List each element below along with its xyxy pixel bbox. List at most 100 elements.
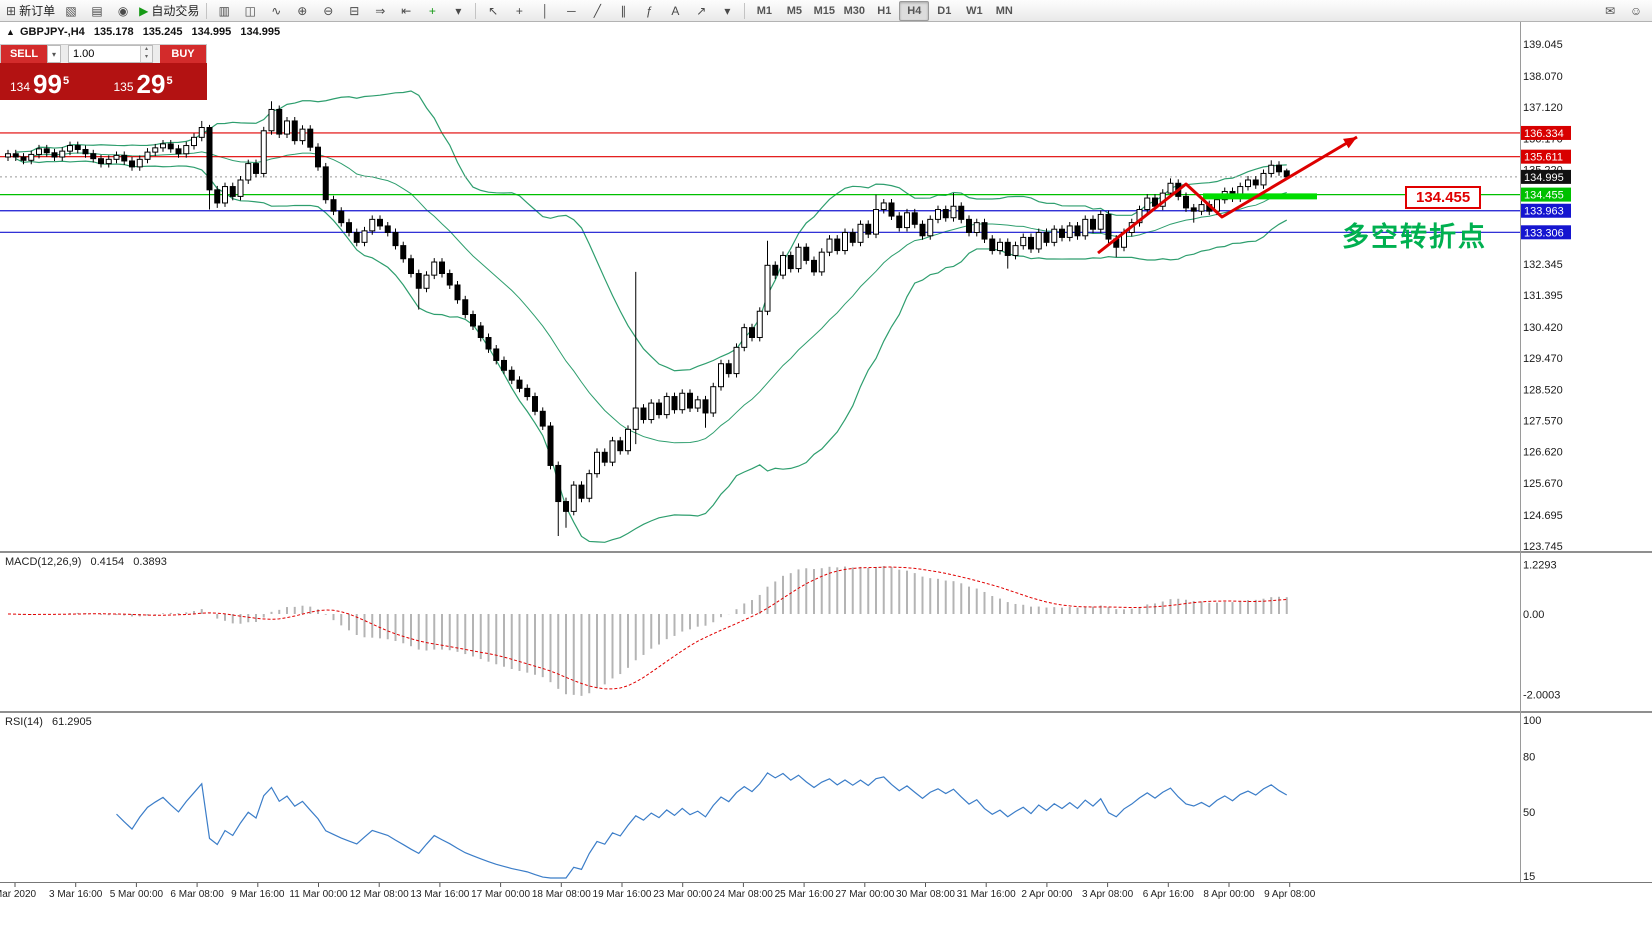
community-icon[interactable]: ☺ [1623, 1, 1649, 21]
auto-trading-button-label: 自动交易 [151, 4, 200, 18]
mail-icon: ✉ [1604, 3, 1616, 18]
svg-text:11 Mar 00:00: 11 Mar 00:00 [289, 889, 348, 900]
svg-text:2 Apr 00:00: 2 Apr 00:00 [1021, 889, 1073, 900]
auto-scroll-icon[interactable]: ⇒ [367, 1, 393, 21]
text-icon[interactable]: A [662, 1, 688, 21]
news-icon[interactable]: ◉ [110, 1, 136, 21]
order-type-dropdown[interactable]: ▾ [47, 45, 61, 63]
toolbar-separator [475, 2, 477, 19]
svg-text:80: 80 [1523, 752, 1535, 764]
svg-text:137.120: 137.120 [1523, 102, 1563, 114]
one-click-expander-icon[interactable]: ▲ [6, 27, 15, 37]
zoom-in-icon[interactable]: ⊕ [289, 1, 315, 21]
mail-icon[interactable]: ✉ [1597, 1, 1623, 21]
indicators-icon[interactable]: + [419, 1, 445, 21]
zoom-out-icon[interactable]: ⊖ [315, 1, 341, 21]
timeframe-h1[interactable]: H1 [877, 4, 892, 17]
horizontal-lines[interactable] [0, 132, 1520, 233]
lot-input[interactable] [69, 46, 140, 62]
buy-button[interactable]: BUY [160, 45, 206, 63]
timeframe-m5[interactable]: M5 [786, 4, 802, 17]
cursor-icon: ↖ [488, 3, 499, 18]
lot-down-button[interactable]: ▾ [141, 54, 152, 62]
svg-text:131.395: 131.395 [1523, 290, 1563, 302]
one-click-trading-panel: SELL ▾ ▴ ▾ BUY 134 99 5 135 29 5 [0, 44, 207, 100]
price-axis: 139.045138.070137.120136.170135.220132.3… [1521, 39, 1571, 553]
svg-text:126.620: 126.620 [1523, 447, 1563, 459]
svg-text:-2.0003: -2.0003 [1523, 690, 1560, 702]
timeframe-m1[interactable]: M1 [756, 4, 772, 17]
sell-price-point: 5 [62, 75, 70, 87]
trendline-icon[interactable]: ╱ [584, 1, 610, 21]
price-annotation-box[interactable]: 134.455 [1405, 186, 1482, 209]
bar-chart-icon[interactable]: ▥ [211, 1, 237, 21]
timeframe-w1[interactable]: W1 [966, 4, 983, 17]
macd-signal-value: 0.3893 [133, 556, 167, 568]
timeframe-m30[interactable]: M30 [843, 4, 866, 17]
svg-text:9 Mar 16:00: 9 Mar 16:00 [231, 889, 285, 900]
sell-button[interactable]: SELL [1, 45, 47, 63]
lot-up-button[interactable]: ▴ [141, 46, 152, 54]
svg-text:128.520: 128.520 [1523, 384, 1563, 396]
symbol-info: ▲ GBPJPY-,H4 135.178 135.245 134.995 134… [6, 26, 286, 38]
tile-windows-icon[interactable]: ⊟ [341, 1, 367, 21]
svg-text:130.420: 130.420 [1523, 322, 1563, 334]
vertical-line-icon[interactable]: │ [532, 1, 558, 21]
print-icon[interactable]: ▤ [84, 1, 110, 21]
arrows-icon[interactable]: ↗ [688, 1, 714, 21]
timeframe-mn[interactable]: MN [995, 4, 1013, 17]
timeframe-d1[interactable]: D1 [937, 4, 952, 17]
trade-panel-controls: SELL ▾ ▴ ▾ BUY [0, 44, 207, 63]
macd-name: MACD(12,26,9) [5, 556, 82, 568]
horizontal-line-icon[interactable]: ─ [558, 1, 584, 21]
auto-trading-icon: ▶ [139, 3, 149, 18]
chinese-annotation-text[interactable]: 多空转折点 [1342, 222, 1487, 252]
rsi-name: RSI(14) [5, 716, 43, 728]
crosshair-icon[interactable]: + [506, 1, 532, 21]
line-chart-icon[interactable]: ∿ [263, 1, 289, 21]
shapes-dropdown-icon[interactable]: ▾ [714, 1, 740, 21]
vertical-line-icon: │ [541, 3, 550, 18]
chart-shift-icon: ⇤ [401, 3, 412, 18]
new-order-button-label: 新订单 [19, 4, 56, 18]
rsi-value: 61.2905 [51, 716, 92, 728]
chart-window-icon: ▧ [65, 3, 77, 18]
symbol-title: GBPJPY-,H4 [19, 26, 85, 38]
timeframe-m15[interactable]: M15 [813, 4, 836, 17]
cursor-icon[interactable]: ↖ [480, 1, 506, 21]
svg-text:3 Apr 08:00: 3 Apr 08:00 [1082, 889, 1134, 900]
chart-window-icon[interactable]: ▧ [58, 1, 84, 21]
channel-icon[interactable]: ∥ [610, 1, 636, 21]
auto-trading-button[interactable]: ▶ 自动交易 [136, 1, 202, 21]
candlestick-chart-icon: ◫ [244, 3, 256, 18]
trend-arrow[interactable] [1097, 135, 1358, 255]
timeframe-h4[interactable]: H4 [899, 0, 930, 21]
svg-text:129.470: 129.470 [1523, 353, 1563, 365]
time-axis: Mar 2020 3 Mar 16:00 5 Mar 00:00 6 Mar 08:0… [0, 883, 1316, 900]
sell-price[interactable]: 134 99 5 [0, 63, 104, 100]
svg-text:12 Mar 08:00: 12 Mar 08:00 [350, 889, 409, 900]
svg-text:19 Mar 16:00: 19 Mar 16:00 [593, 889, 652, 900]
svg-text:125.670: 125.670 [1523, 478, 1563, 490]
new-order-button[interactable]: ⊞ 新订单 [3, 1, 58, 21]
toolbar-separator [206, 2, 208, 19]
buy-price[interactable]: 135 29 5 [104, 63, 208, 100]
svg-text:5 Mar 00:00: 5 Mar 00:00 [110, 889, 164, 900]
ohlc-close: 134.995 [240, 26, 281, 38]
shapes-dropdown-icon: ▾ [724, 3, 731, 18]
zoom-in-icon: ⊕ [297, 3, 308, 18]
candlestick-chart-icon[interactable]: ◫ [237, 1, 263, 21]
svg-text:139.045: 139.045 [1523, 39, 1563, 51]
trendline-icon: ╱ [593, 3, 601, 18]
bollinger-bands [15, 90, 1288, 543]
chart-shift-icon[interactable]: ⇤ [393, 1, 419, 21]
templates-dropdown-icon[interactable]: ▾ [445, 1, 471, 21]
svg-text:138.070: 138.070 [1523, 71, 1563, 83]
fibonacci-icon[interactable]: ƒ [636, 1, 662, 21]
svg-text:124.695: 124.695 [1523, 510, 1563, 522]
ohlc-low: 134.995 [191, 26, 232, 38]
trade-panel-prices: 134 99 5 135 29 5 [0, 63, 207, 100]
svg-text:0.00: 0.00 [1523, 609, 1544, 621]
bar-chart-icon: ▥ [218, 3, 230, 18]
